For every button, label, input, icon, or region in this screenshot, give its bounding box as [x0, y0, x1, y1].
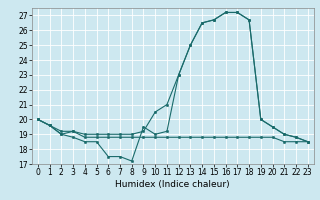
X-axis label: Humidex (Indice chaleur): Humidex (Indice chaleur) — [116, 180, 230, 189]
